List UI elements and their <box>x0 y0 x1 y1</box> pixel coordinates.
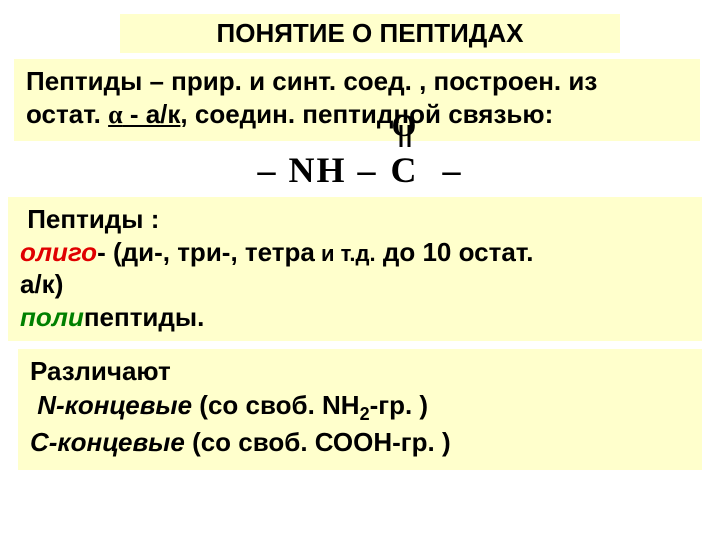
oligo-rest-c: и т.д. <box>315 241 376 266</box>
n-term-c: -гр. ) <box>370 390 428 420</box>
dash-3: – <box>443 150 463 190</box>
c-term-b: (со своб. СООН-гр. ) <box>185 427 451 457</box>
ak-abbr: - а/к <box>123 99 181 129</box>
dash-1: – <box>258 150 278 190</box>
oligo-rest-a: - (ди <box>97 237 154 267</box>
terminal-block: Различают N-концевые (со своб. NH2-гр. )… <box>18 349 702 470</box>
formula-block: – NH – O C – <box>0 149 720 191</box>
oligo-prefix: олиго <box>20 237 97 267</box>
def-line1: Пептиды – прир. и синт. соед. , построен… <box>26 66 597 96</box>
term-head: Различают <box>30 356 171 386</box>
nh2-sub: 2 <box>360 404 370 424</box>
classification-block: Пептиды : олиго- (ди-, три-, тетра и т.д… <box>8 197 702 341</box>
double-bond <box>403 125 406 147</box>
oligo-rest-d: до 10 остат. <box>376 237 534 267</box>
n-terminal: N-концевые <box>37 390 192 420</box>
poly-rest: пептиды. <box>84 302 205 332</box>
carbon-atom: C <box>391 150 419 190</box>
c-terminal: С-концевые <box>30 427 185 457</box>
classify-head: Пептиды : <box>27 204 159 234</box>
definition-block: Пептиды – прир. и синт. соед. , построен… <box>14 59 700 141</box>
def-line2b: , соедин. пептидной связью: <box>180 99 553 129</box>
nh-group: NH <box>289 150 347 190</box>
classification-text: Пептиды : олиго- (ди-, три-, тетра и т.д… <box>20 203 690 333</box>
alpha-symbol: α <box>108 100 123 129</box>
poly-prefix: поли <box>20 302 84 332</box>
definition-text: Пептиды – прир. и синт. соед. , построен… <box>26 65 688 131</box>
slide-title: ПОНЯТИЕ О ПЕПТИДАХ <box>138 18 602 49</box>
n-term-b: (со своб. NH <box>192 390 360 420</box>
peptide-bond-formula: – NH – O C – <box>258 149 463 191</box>
dash-2: – <box>358 150 378 190</box>
ak-line: а/к) <box>20 269 63 299</box>
oligo-rest-b: -, три-, тетра <box>154 237 315 267</box>
terminal-text: Различают N-концевые (со своб. NH2-гр. )… <box>30 355 690 460</box>
carbonyl-group: O C <box>389 149 421 191</box>
def-line2a: остат. <box>26 99 108 129</box>
title-block: ПОНЯТИЕ О ПЕПТИДАХ <box>120 14 620 53</box>
